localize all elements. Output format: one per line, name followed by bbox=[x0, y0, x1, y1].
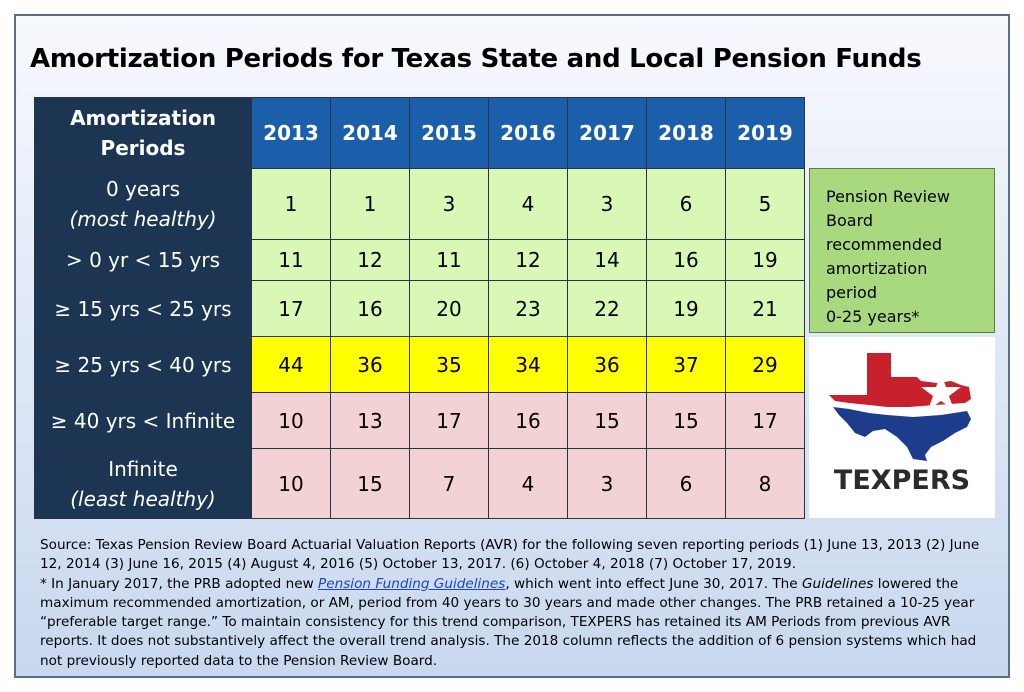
table-cell: 21 bbox=[725, 280, 805, 337]
header-label-cell: Amortization Periods bbox=[34, 97, 252, 169]
table-cell: 4 bbox=[488, 448, 568, 519]
year-header: 2013 bbox=[251, 97, 331, 169]
year-header: 2019 bbox=[725, 97, 805, 169]
row-label-cell: ≥ 25 yrs < 40 yrs bbox=[34, 336, 252, 393]
table-cell: 16 bbox=[330, 280, 410, 337]
year-header: 2018 bbox=[646, 97, 726, 169]
header-row: Amortization Periods 2013 2014 2015 2016… bbox=[34, 97, 805, 169]
table-cell: 19 bbox=[725, 239, 805, 281]
table-cell: 11 bbox=[251, 239, 331, 281]
note-line: Pension Review bbox=[826, 187, 950, 206]
table-cell: 20 bbox=[409, 280, 489, 337]
table-cell: 36 bbox=[567, 336, 647, 393]
table-cell: 3 bbox=[409, 168, 489, 240]
table-cell: 6 bbox=[646, 168, 726, 240]
table-cell: 1 bbox=[330, 168, 410, 240]
recommendation-note: Pension Review Board recommended amortiz… bbox=[809, 168, 995, 333]
row-label-cell: Infinite (least healthy) bbox=[34, 448, 252, 519]
table-cell: 15 bbox=[330, 448, 410, 519]
note-line: amortization bbox=[826, 259, 928, 278]
table-cell: 34 bbox=[488, 336, 568, 393]
table-row: ≥ 25 yrs < 40 yrs 44 36 35 34 36 37 29 bbox=[34, 336, 805, 393]
table-cell: 13 bbox=[330, 392, 410, 449]
table-cell: 12 bbox=[330, 239, 410, 281]
row-label: > 0 yr < 15 yrs bbox=[65, 248, 220, 272]
table-row: Infinite (least healthy) 10 15 7 4 3 6 8 bbox=[34, 448, 805, 519]
table-cell: 8 bbox=[725, 448, 805, 519]
year-header: 2016 bbox=[488, 97, 568, 169]
row-label-cell: ≥ 40 yrs < Infinite bbox=[34, 392, 252, 449]
table-cell: 4 bbox=[488, 168, 568, 240]
header-label-line1: Amortization bbox=[70, 106, 216, 130]
table-cell: 17 bbox=[251, 280, 331, 337]
table-cell: 6 bbox=[646, 448, 726, 519]
footnote-post: lowered the maximum recommended amortiza… bbox=[40, 575, 977, 669]
footnote-mid: , which went into effect June 30, 2017. … bbox=[505, 575, 802, 592]
row-label: ≥ 40 yrs < Infinite bbox=[50, 408, 236, 433]
table-cell: 36 bbox=[330, 336, 410, 393]
table-cell: 16 bbox=[488, 392, 568, 449]
source-line: Source: Texas Pension Review Board Actua… bbox=[40, 537, 980, 573]
texas-map-icon bbox=[829, 353, 971, 461]
footnote-pre: * In January 2017, the PRB adopted new bbox=[40, 575, 319, 592]
row-label-cell: ≥ 15 yrs < 25 yrs bbox=[34, 280, 252, 337]
note-line: recommended bbox=[826, 235, 942, 254]
table-row: ≥ 40 yrs < Infinite 10 13 17 16 15 15 17 bbox=[34, 392, 805, 449]
note-line: 0-25 years* bbox=[826, 307, 920, 326]
table-cell: 17 bbox=[409, 392, 489, 449]
footnote-emphasis: Guidelines bbox=[801, 575, 874, 592]
table-cell: 19 bbox=[646, 280, 726, 337]
row-sublabel: (least healthy) bbox=[70, 486, 216, 511]
texpers-logo: TEXPERS bbox=[809, 337, 995, 518]
table-row: ≥ 15 yrs < 25 yrs 17 16 20 23 22 19 21 bbox=[34, 280, 805, 337]
table-cell: 10 bbox=[251, 392, 331, 449]
table-row: 0 years (most healthy) 1 1 3 4 3 6 5 bbox=[34, 168, 805, 240]
header-label-line2: Periods bbox=[100, 136, 186, 160]
table-cell: 35 bbox=[409, 336, 489, 393]
row-label-cell: > 0 yr < 15 yrs bbox=[34, 239, 252, 281]
row-label: 0 years bbox=[105, 177, 181, 201]
amortization-table: Amortization Periods 2013 2014 2015 2016… bbox=[34, 97, 805, 519]
year-header: 2014 bbox=[330, 97, 410, 169]
table-cell: 7 bbox=[409, 448, 489, 519]
table-cell: 15 bbox=[567, 392, 647, 449]
table-cell: 17 bbox=[725, 392, 805, 449]
row-label: Infinite bbox=[108, 456, 178, 481]
table-cell: 12 bbox=[488, 239, 568, 281]
note-line: Board bbox=[826, 211, 874, 230]
table-cell: 22 bbox=[567, 280, 647, 337]
table-cell: 3 bbox=[567, 448, 647, 519]
row-label-cell: 0 years (most healthy) bbox=[34, 168, 252, 240]
table-cell: 11 bbox=[409, 239, 489, 281]
table-cell: 37 bbox=[646, 336, 726, 393]
table-cell: 1 bbox=[251, 168, 331, 240]
table-cell: 16 bbox=[646, 239, 726, 281]
table-cell: 44 bbox=[251, 336, 331, 393]
page-title: Amortization Periods for Texas State and… bbox=[30, 44, 922, 74]
table-cell: 15 bbox=[646, 392, 726, 449]
table-cell: 23 bbox=[488, 280, 568, 337]
year-header: 2015 bbox=[409, 97, 489, 169]
table-cell: 29 bbox=[725, 336, 805, 393]
year-header: 2017 bbox=[567, 97, 647, 169]
row-label: ≥ 25 yrs < 40 yrs bbox=[54, 352, 232, 377]
table-cell: 10 bbox=[251, 448, 331, 519]
source-footnote: Source: Texas Pension Review Board Actua… bbox=[40, 536, 1000, 671]
table-cell: 14 bbox=[567, 239, 647, 281]
note-line: period bbox=[826, 283, 877, 302]
row-label: ≥ 15 yrs < 25 yrs bbox=[54, 296, 232, 321]
pension-funding-guidelines-link[interactable]: Pension Funding Guidelines bbox=[318, 575, 506, 592]
table-cell: 3 bbox=[567, 168, 647, 240]
row-sublabel: (most healthy) bbox=[69, 207, 217, 231]
table-cell: 5 bbox=[725, 168, 805, 240]
logo-wordmark: TEXPERS bbox=[833, 465, 971, 496]
table-row: > 0 yr < 15 yrs 11 12 11 12 14 16 19 bbox=[34, 239, 805, 281]
